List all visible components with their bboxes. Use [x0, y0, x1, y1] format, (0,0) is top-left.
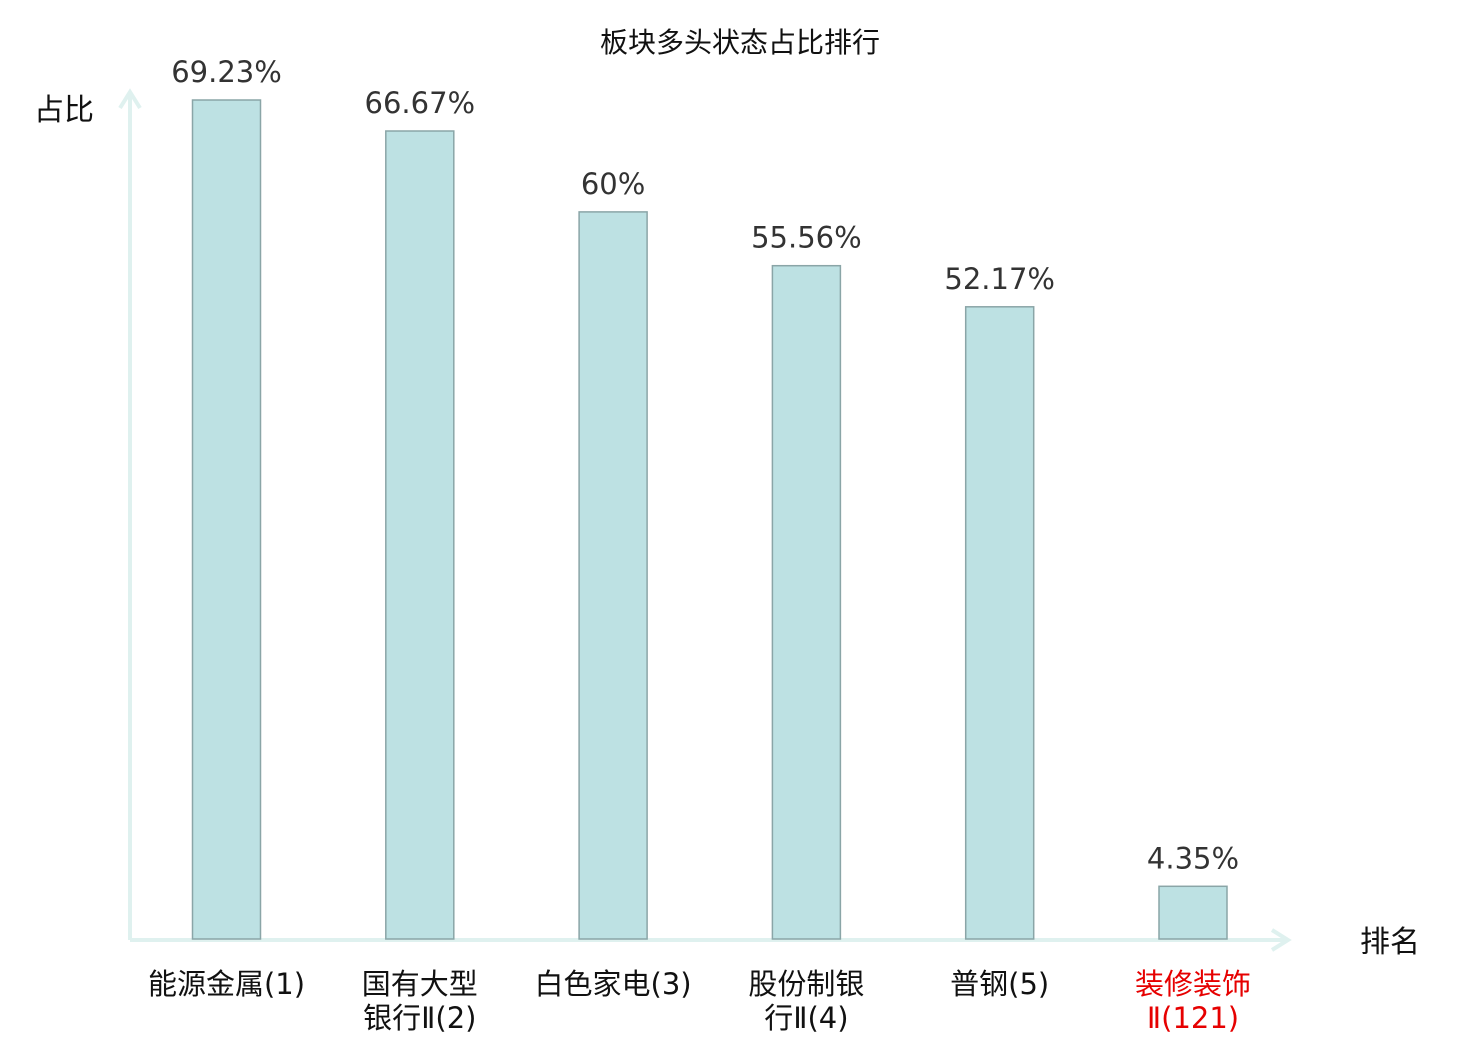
bar-6: [1158, 885, 1228, 940]
value-label-4: 55.56%: [751, 221, 862, 255]
value-labels: 69.23% 66.67% 60% 55.56% 52.17% 4.35%: [171, 55, 1239, 875]
value-label-5: 52.17%: [944, 262, 1055, 296]
category-labels: 能源金属(1) 国有大型银行Ⅱ(2) 白色家电(3) 股份制银行Ⅱ(4) 普钢(5) 装修…: [148, 967, 1251, 1035]
bar-5: [964, 306, 1035, 940]
category-label-2: 国有大型银行Ⅱ(2): [362, 967, 478, 1035]
value-label-1: 69.23%: [171, 55, 282, 89]
category-label-6: 装修装饰 Ⅱ(121): [1135, 967, 1251, 1035]
category-label-3: 白色家电(3): [535, 967, 692, 1001]
category-label-1: 能源金属(1): [148, 967, 305, 1001]
bar-1: [191, 99, 262, 940]
bar-2: [385, 130, 455, 940]
bars: [191, 99, 1228, 940]
y-axis-label: 占比: [34, 93, 94, 128]
category-label-4: 股份制银行Ⅱ(4): [748, 967, 864, 1035]
bar-4: [771, 264, 842, 940]
value-label-3: 60%: [581, 167, 645, 201]
value-label-6: 4.35%: [1147, 841, 1239, 875]
value-label-2: 66.67%: [365, 86, 476, 120]
chart-title: 板块多头状态占比排行: [600, 26, 880, 59]
x-axis-arrow: [1270, 928, 1292, 952]
bar-3: [578, 211, 648, 940]
x-axis-label: 排名: [1360, 925, 1420, 960]
category-label-5: 普钢(5): [950, 967, 1049, 1001]
y-axis-arrow: [118, 88, 142, 110]
axes: [118, 88, 1292, 952]
